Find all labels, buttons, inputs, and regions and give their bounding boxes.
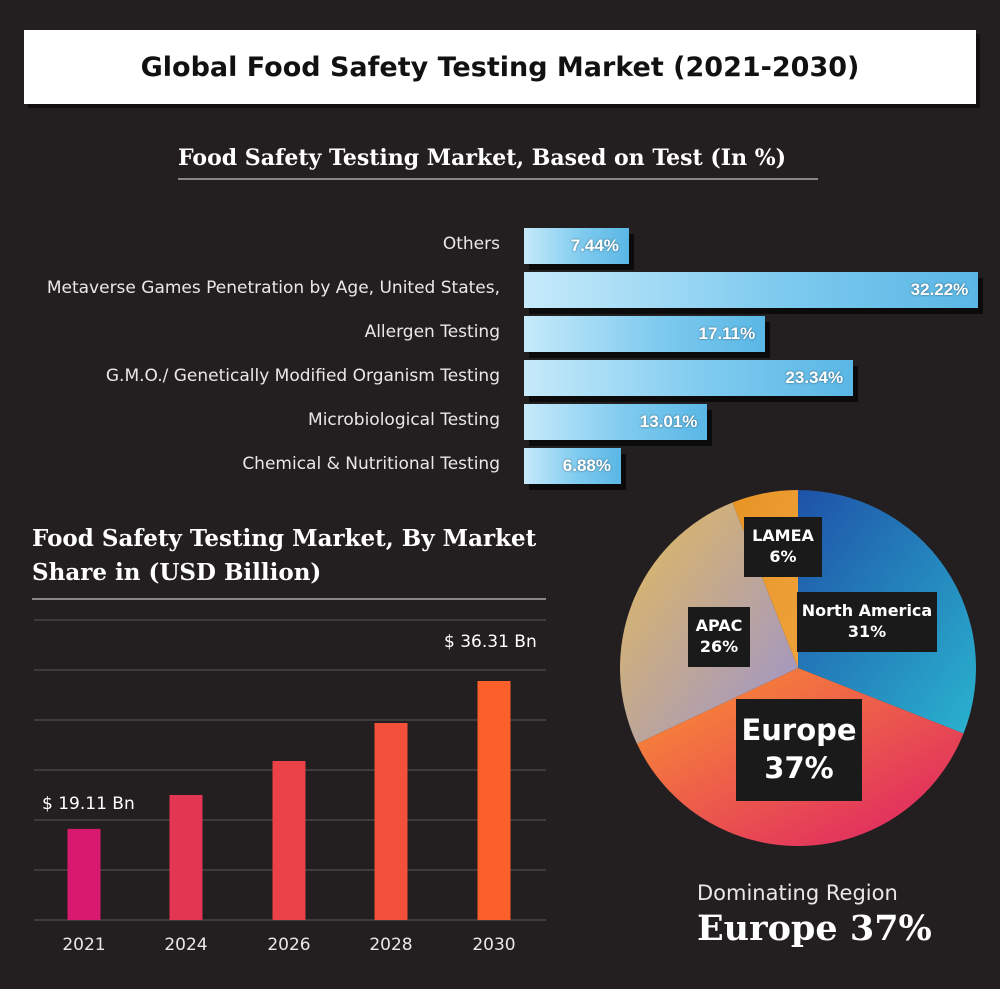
- start-value-label: $ 19.11 Bn: [42, 794, 135, 814]
- test-category-label: Microbiological Testing: [308, 410, 500, 430]
- market-bar: [477, 681, 511, 920]
- pie-label-lamea: LAMEA 6%: [744, 517, 822, 577]
- test-category-label: Others: [442, 234, 500, 254]
- pie-label-value: 31%: [847, 622, 887, 641]
- market-bar: [272, 761, 306, 920]
- test-bar-value: 23.34%: [785, 368, 844, 387]
- pie-label-name: North America: [801, 601, 933, 621]
- test-category-label: Allergen Testing: [364, 322, 500, 342]
- share-bar-chart: 2021 2024 2026 2028 2030 $ 19.11 Bn $ 36.31 Bn: [34, 619, 546, 955]
- test-bar-value: 13.01%: [639, 412, 698, 431]
- dominating-region-value: Europe 37%: [697, 908, 932, 949]
- market-bar: [67, 828, 101, 920]
- test-bar: 23.34%: [524, 360, 854, 396]
- page-title: Global Food Safety Testing Market (2021-…: [24, 30, 976, 104]
- market-bar: [374, 723, 408, 920]
- test-bar: 17.11%: [524, 316, 766, 352]
- year-tick-label: 2030: [472, 935, 515, 955]
- test-bar-value: 7.44%: [570, 236, 619, 255]
- test-category-label: G.M.O./ Genetically Modified Organism Te…: [105, 366, 500, 386]
- test-bar-value: 32.22%: [910, 280, 969, 299]
- end-value-label: $ 36.31 Bn: [444, 632, 537, 652]
- test-bar-value: 6.88%: [562, 456, 611, 475]
- year-tick-label: 2028: [369, 935, 412, 955]
- pie-label-value: 26%: [699, 637, 739, 656]
- pie-label-europe: Europe 37%: [736, 699, 862, 801]
- pie-label-north-america: North America 31%: [797, 592, 937, 652]
- pie-label-apac: APAC 26%: [688, 607, 750, 667]
- year-tick-label: 2021: [62, 935, 105, 955]
- test-heading-divider: [178, 178, 818, 180]
- dominating-region-label: Dominating Region: [697, 881, 898, 905]
- test-category-label: Metaverse Games Penetration by Age, Unit…: [46, 278, 500, 298]
- test-category-label: Chemical & Nutritional Testing: [242, 454, 500, 474]
- test-chart-heading: Food Safety Testing Market, Based on Tes…: [178, 145, 787, 171]
- pie-label-value: 37%: [764, 751, 834, 785]
- test-bar: 32.22%: [524, 272, 979, 308]
- pie-label-name: Europe: [741, 713, 857, 748]
- test-bar: 6.88%: [524, 448, 621, 484]
- share-heading-divider: [32, 598, 546, 600]
- year-tick-label: 2026: [267, 935, 310, 955]
- test-bar-value: 17.11%: [698, 324, 756, 343]
- test-bar: 13.01%: [524, 404, 708, 440]
- pie-label-value: 6%: [769, 547, 797, 566]
- pie-label-name: APAC: [695, 616, 743, 636]
- pie-label-name: LAMEA: [752, 526, 814, 546]
- share-chart-heading: Food Safety Testing Market, By Market Sh…: [32, 525, 537, 586]
- test-bar: 7.44%: [524, 228, 629, 264]
- market-bar: [169, 795, 203, 920]
- year-tick-label: 2024: [164, 935, 207, 955]
